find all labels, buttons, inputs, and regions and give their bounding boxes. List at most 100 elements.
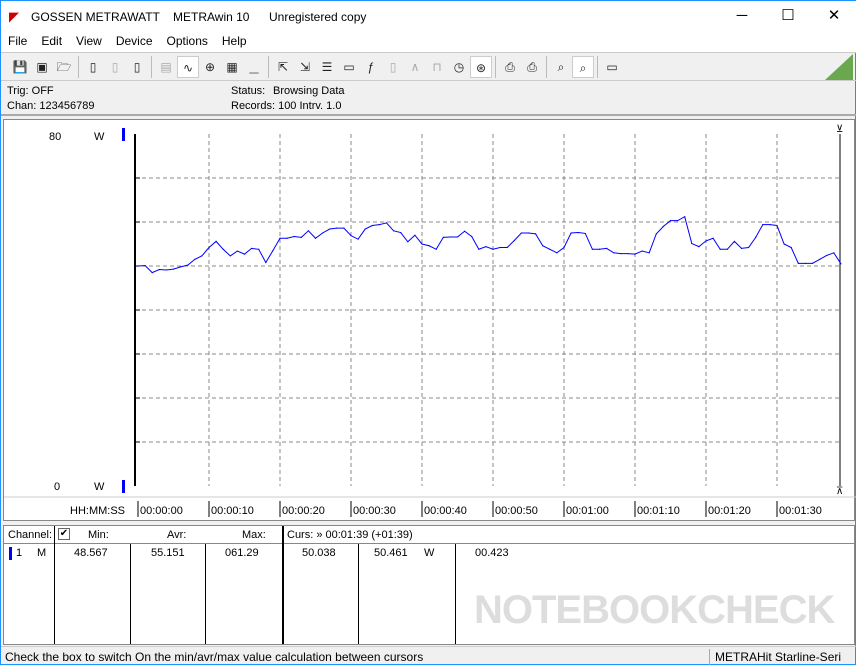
- export-icon[interactable]: ⇱: [277, 59, 289, 74]
- header-min: Min:: [88, 529, 109, 541]
- data-point: [300, 236, 302, 238]
- menu-edit[interactable]: Edit: [41, 34, 63, 48]
- data-point: [272, 250, 274, 252]
- x-tick-label: 00:01:00: [566, 505, 609, 517]
- device-transfer-icon[interactable]: ▯: [111, 59, 119, 74]
- data-point: [506, 246, 508, 249]
- zoom-icon[interactable]: ⌕: [557, 59, 565, 74]
- data-point: [826, 254, 828, 257]
- x-tick-label: 00:00:50: [495, 505, 538, 517]
- data-point: [840, 263, 842, 265]
- records-info: Records: 100 Intrv. 1.0: [231, 100, 342, 112]
- data-point: [606, 247, 608, 249]
- function-icon[interactable]: ƒ: [367, 59, 375, 74]
- table-view-icon[interactable]: ▦: [226, 59, 238, 74]
- data-point: [343, 227, 345, 229]
- row-diff: 00.423: [475, 547, 509, 559]
- text-view-icon[interactable]: ▤: [160, 59, 172, 74]
- save-icon[interactable]: 💾: [12, 59, 28, 74]
- row-channel-number: 1: [16, 547, 23, 559]
- signal-icon[interactable]: ∧: [410, 59, 420, 74]
- status-hint: Check the box to switch On the min/avr/m…: [5, 650, 424, 664]
- data-point: [329, 228, 331, 230]
- x-tick-label: 00:00:30: [353, 505, 396, 517]
- data-point: [194, 258, 196, 260]
- toolbar-separator: [495, 55, 496, 78]
- menu-view[interactable]: View: [76, 34, 102, 48]
- histogram-icon[interactable]: ▁: [249, 59, 259, 74]
- import-icon[interactable]: ⇲: [299, 59, 311, 74]
- data-point: [655, 233, 657, 235]
- toolbar-separator: [268, 55, 269, 78]
- menu-file[interactable]: File: [8, 34, 28, 48]
- open-folder-icon[interactable]: 🗁: [56, 59, 72, 74]
- toolbar: 💾 ▣ 🗁 ▯ ▯ ▯ ▤ ∿ ⊕ ▦ ▁ ⇱ ⇲ ☰ ▭ ƒ ▯ ∧ ⊓ ◷ ⊛ ⎙ ⎙ ⌕ ⌕ ▭: [1, 52, 856, 80]
- cursor-marker-bottom: ⊼: [836, 486, 843, 497]
- data-point: [322, 232, 324, 234]
- data-point: [662, 225, 665, 227]
- menu-help[interactable]: Help: [221, 34, 247, 48]
- data-point: [279, 237, 281, 239]
- channel-marker-bottom: [122, 480, 125, 493]
- data-point: [293, 235, 295, 238]
- save-as-icon[interactable]: ▣: [36, 59, 48, 74]
- waveform-view-icon[interactable]: ∿: [177, 55, 199, 78]
- line-chart[interactable]: 00:00:00 00:00:10 00:00:20 00:00:30 00:00:40…: [4, 120, 856, 522]
- maximize-button[interactable]: ☐: [781, 7, 795, 24]
- data-point: [513, 239, 515, 242]
- data-point: [819, 258, 821, 260]
- meter-icon[interactable]: ▯: [389, 59, 397, 74]
- data-point: [464, 230, 466, 232]
- data-point: [783, 243, 785, 245]
- data-point: [627, 253, 629, 255]
- minmax-checkbox[interactable]: ✔: [58, 528, 70, 540]
- chart-panel[interactable]: 00:00:00 00:00:10 00:00:20 00:00:30 00:00:40…: [3, 119, 856, 522]
- status-value: Browsing Data: [273, 85, 345, 97]
- data-point: [620, 253, 622, 255]
- menu-options[interactable]: Options: [166, 34, 208, 48]
- data-point: [769, 224, 771, 226]
- data-point: [172, 268, 175, 270]
- data-point: [151, 272, 153, 274]
- zoom-wave-icon[interactable]: ⌕: [572, 55, 594, 78]
- print-preview-icon[interactable]: ⎙: [505, 59, 515, 74]
- data-point: [201, 255, 203, 257]
- data-point: [549, 248, 551, 250]
- row-cursor1: 50.038: [302, 547, 336, 559]
- channel-color-marker: [9, 547, 12, 560]
- pulse-icon[interactable]: ⊓: [432, 59, 442, 74]
- header-max: Max:: [242, 529, 266, 541]
- minimize-button[interactable]: ─: [736, 7, 748, 24]
- row-avr: 55.151: [151, 547, 185, 559]
- data-point: [478, 248, 480, 250]
- crosshair-icon[interactable]: ⊕: [204, 59, 216, 74]
- cursor-marker-top: ⊻: [836, 124, 843, 135]
- menu-device[interactable]: Device: [115, 34, 153, 48]
- status-label: Status:: [231, 85, 266, 97]
- x-tick-label: 00:00:20: [282, 505, 325, 517]
- data-point: [797, 262, 799, 264]
- comment-icon[interactable]: ▭: [606, 59, 618, 74]
- data-point: [833, 252, 835, 254]
- data-point: [520, 232, 523, 234]
- title-bar: ◤ GOSSEN METRAWATT METRAwin 10 Unregiste…: [1, 1, 856, 31]
- data-point: [421, 243, 423, 245]
- data-point: [790, 246, 792, 249]
- data-point: [570, 232, 572, 234]
- data-point: [158, 268, 160, 271]
- clock-icon[interactable]: ◷: [453, 59, 465, 74]
- device-read-icon[interactable]: ▯: [89, 59, 97, 74]
- device-memory-icon[interactable]: ▯: [133, 59, 141, 74]
- list-export-icon[interactable]: ☰: [321, 59, 333, 74]
- status-indicator-icon: [825, 54, 853, 80]
- print-icon[interactable]: ⎙: [527, 59, 537, 74]
- trigger-icon[interactable]: ⊛: [470, 55, 492, 78]
- data-point: [485, 246, 487, 248]
- monitor-icon[interactable]: ▭: [343, 59, 355, 74]
- header-avr: Avr:: [167, 529, 187, 541]
- data-point: [648, 252, 650, 254]
- data-point: [811, 262, 814, 264]
- data-point: [165, 269, 167, 271]
- close-button[interactable]: ✕: [827, 7, 841, 24]
- channel-marker-top: [122, 128, 125, 141]
